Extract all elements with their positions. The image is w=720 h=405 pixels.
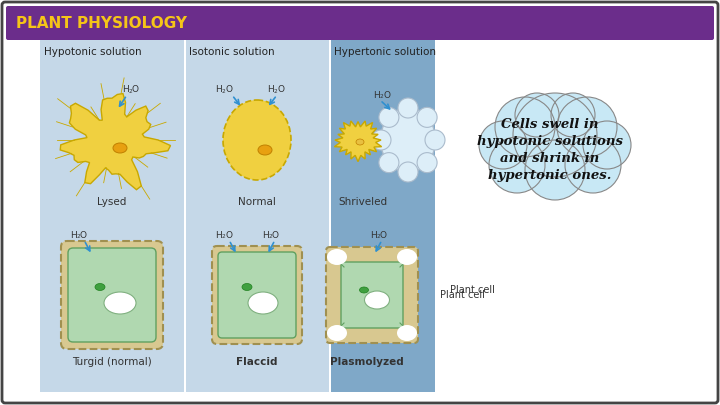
- Text: Plant cell: Plant cell: [450, 285, 495, 295]
- Text: H: H: [215, 85, 222, 94]
- Text: Plasmolyzed: Plasmolyzed: [330, 357, 404, 367]
- Text: O: O: [277, 85, 284, 94]
- Ellipse shape: [380, 107, 436, 173]
- Text: 2: 2: [274, 89, 277, 94]
- Text: PLANT PHYSIOLOGY: PLANT PHYSIOLOGY: [16, 17, 187, 32]
- Ellipse shape: [248, 292, 278, 314]
- FancyBboxPatch shape: [341, 262, 403, 328]
- Circle shape: [425, 130, 445, 150]
- Circle shape: [489, 137, 545, 193]
- Text: O: O: [132, 85, 139, 94]
- Text: Isotonic solution: Isotonic solution: [189, 47, 274, 57]
- FancyBboxPatch shape: [184, 40, 186, 392]
- Circle shape: [379, 153, 399, 173]
- Text: 2: 2: [128, 89, 132, 94]
- Text: 2: 2: [269, 234, 272, 239]
- Text: Hypertonic solution: Hypertonic solution: [334, 47, 436, 57]
- Circle shape: [495, 97, 555, 157]
- Text: O: O: [80, 230, 87, 239]
- Text: H: H: [262, 230, 269, 239]
- FancyBboxPatch shape: [40, 40, 185, 392]
- Ellipse shape: [95, 284, 105, 290]
- FancyBboxPatch shape: [68, 248, 156, 342]
- Text: H: H: [122, 85, 129, 94]
- Ellipse shape: [113, 143, 127, 153]
- Text: 2: 2: [222, 234, 225, 239]
- Text: Shriveled: Shriveled: [338, 197, 387, 207]
- Text: Hypotonic solution: Hypotonic solution: [44, 47, 142, 57]
- Text: Normal: Normal: [238, 197, 276, 207]
- Text: Plant cell: Plant cell: [440, 290, 485, 300]
- Ellipse shape: [397, 249, 417, 265]
- Text: 2: 2: [377, 234, 380, 239]
- Circle shape: [379, 107, 399, 128]
- Ellipse shape: [258, 145, 272, 155]
- FancyBboxPatch shape: [435, 40, 713, 392]
- Circle shape: [525, 140, 585, 200]
- Circle shape: [513, 93, 597, 177]
- Circle shape: [398, 98, 418, 118]
- Text: H: H: [370, 230, 377, 239]
- Text: Turgid (normal): Turgid (normal): [72, 357, 152, 367]
- Text: O: O: [225, 230, 232, 239]
- Text: 2: 2: [222, 89, 225, 94]
- Text: O: O: [380, 230, 387, 239]
- FancyBboxPatch shape: [6, 6, 714, 40]
- Text: Flaccid: Flaccid: [236, 357, 278, 367]
- Circle shape: [417, 107, 437, 128]
- Circle shape: [398, 162, 418, 182]
- Text: 2: 2: [379, 94, 383, 99]
- Text: O: O: [383, 90, 390, 100]
- Text: Cells swell in
hypotonic solutions
and shrink in
hypertonic ones.: Cells swell in hypotonic solutions and s…: [477, 118, 623, 182]
- Ellipse shape: [364, 291, 390, 309]
- Circle shape: [551, 93, 595, 137]
- FancyBboxPatch shape: [326, 247, 418, 343]
- FancyBboxPatch shape: [61, 241, 163, 349]
- FancyBboxPatch shape: [212, 246, 302, 344]
- Text: 2: 2: [76, 234, 80, 239]
- Text: H: H: [215, 230, 222, 239]
- Polygon shape: [334, 121, 382, 162]
- Text: Lysed: Lysed: [97, 197, 127, 207]
- FancyBboxPatch shape: [330, 40, 435, 392]
- Text: H: H: [70, 230, 77, 239]
- Ellipse shape: [327, 325, 347, 341]
- Polygon shape: [60, 94, 171, 190]
- Circle shape: [565, 137, 621, 193]
- Ellipse shape: [104, 292, 136, 314]
- Text: H: H: [267, 85, 274, 94]
- Ellipse shape: [359, 287, 369, 293]
- FancyBboxPatch shape: [185, 40, 330, 392]
- Ellipse shape: [327, 249, 347, 265]
- Ellipse shape: [223, 100, 291, 180]
- Ellipse shape: [397, 325, 417, 341]
- Ellipse shape: [356, 139, 364, 145]
- Ellipse shape: [242, 284, 252, 290]
- FancyBboxPatch shape: [218, 252, 296, 338]
- Circle shape: [479, 121, 527, 169]
- Circle shape: [557, 97, 617, 157]
- Circle shape: [417, 153, 437, 173]
- Text: H: H: [373, 90, 379, 100]
- Text: O: O: [272, 230, 279, 239]
- Circle shape: [371, 130, 391, 150]
- FancyBboxPatch shape: [329, 40, 331, 392]
- Text: O: O: [225, 85, 232, 94]
- Circle shape: [583, 121, 631, 169]
- Circle shape: [515, 93, 559, 137]
